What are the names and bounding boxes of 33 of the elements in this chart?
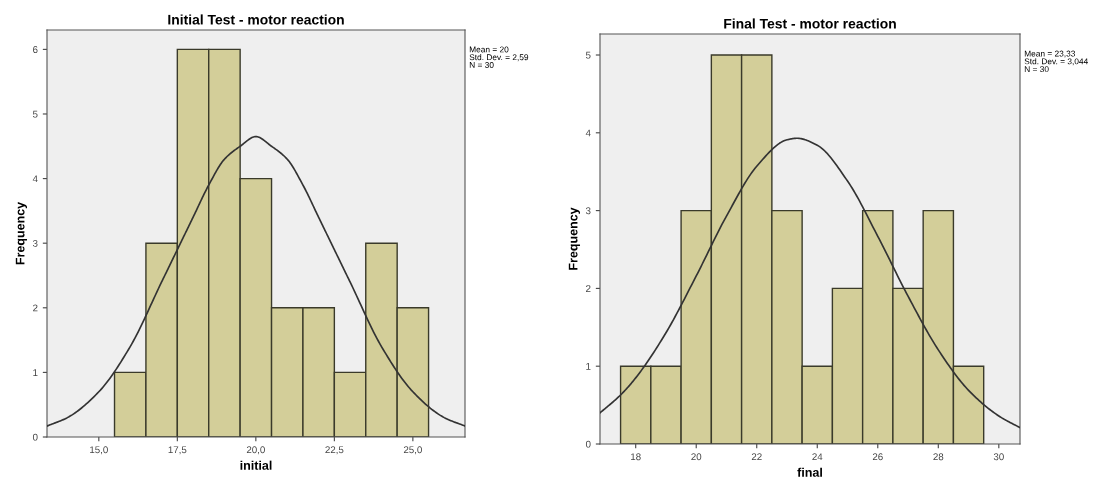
x-tick-label: 20,0: [246, 446, 265, 455]
chart-title: Final Test - motor reaction: [724, 18, 896, 29]
y-tick-label: 6: [33, 46, 38, 53]
y-tick-label: 5: [585, 51, 591, 59]
y-tick-label: 3: [32, 239, 38, 247]
x-tick-label: 17,5: [168, 446, 187, 455]
y-tick-label: 1: [33, 369, 38, 376]
x-tick-label: 30: [993, 453, 1004, 461]
x-tick-label: 24: [812, 453, 823, 461]
x-tick-label: 22: [751, 453, 762, 461]
x-tick-label: 22,5: [325, 446, 344, 455]
x-axis-title: final: [797, 467, 822, 477]
y-tick-label: 5: [32, 110, 38, 118]
x-tick-label: 25,0: [403, 446, 422, 455]
y-axis-title: Frequency: [568, 207, 581, 270]
x-axis-title: initial: [240, 460, 272, 470]
y-tick-label: 0: [585, 440, 591, 448]
y-tick-label: 4: [585, 129, 591, 137]
y-axis-title: Frequency: [15, 201, 28, 265]
x-tick-label: 18: [631, 453, 641, 461]
x-tick-label: 15,0: [90, 446, 108, 455]
chart-title: Initial Test - motor reaction: [168, 14, 344, 25]
y-tick-label: 0: [32, 433, 38, 441]
y-tick-label: 3: [585, 207, 591, 215]
text: Mean = 23,33 Std. Dev. = 3,044 N = 30: [1024, 50, 1088, 73]
text: Mean = 20 Std. Dev. = 2,59 N = 30: [469, 46, 529, 68]
x-tick-label: 26: [872, 453, 883, 461]
x-tick-label: 20: [691, 453, 702, 461]
y-tick-label: 2: [33, 304, 38, 312]
y-tick-label: 4: [32, 175, 38, 183]
y-tick-label: 2: [586, 285, 591, 292]
x-tick-label: 28: [933, 453, 944, 461]
y-tick-label: 1: [586, 363, 591, 370]
